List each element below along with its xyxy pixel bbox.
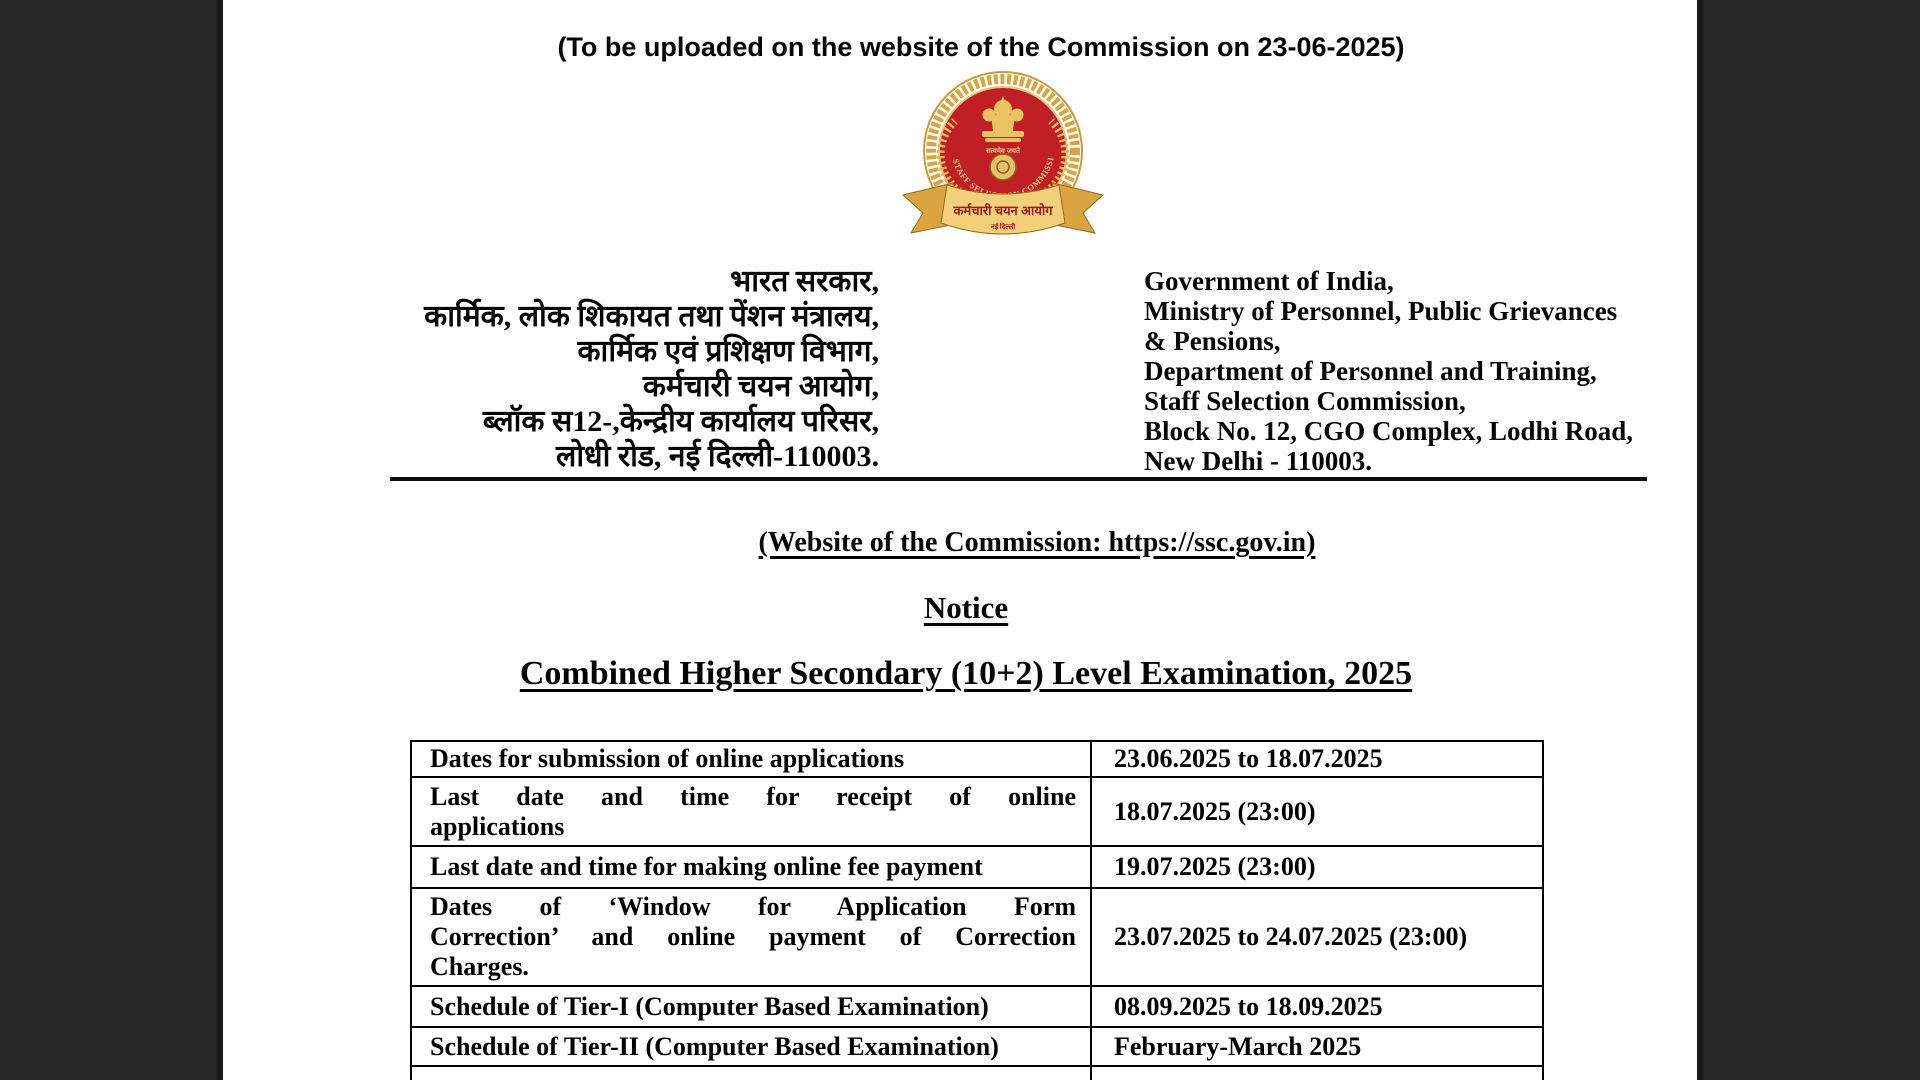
schedule-label-cell xyxy=(410,1065,1092,1080)
table-row: Last date and time for receipt of online… xyxy=(410,776,1544,847)
label-line: Correction’ and online payment of Correc… xyxy=(430,922,1076,951)
ribbon-banner: कर्मचारी चयन आयोग नई दिल्ली xyxy=(901,182,1105,235)
ssc-logo: सत्यमेव जयते STAFF SELECTION COMMISSION … xyxy=(895,63,1105,235)
letterbox-right xyxy=(1697,0,1920,1080)
label-line: Dates of ‘Window for Application Form xyxy=(430,892,1076,921)
table-row: Schedule of Tier-I (Computer Based Exami… xyxy=(410,985,1544,1028)
address-hindi-line: कार्मिक एवं प्रशिक्षण विभाग, xyxy=(577,335,879,368)
schedule-label-cell: Schedule of Tier-I (Computer Based Exami… xyxy=(410,985,1092,1028)
address-english-line: Government of India, xyxy=(1144,266,1394,296)
table-row: Dates for submission of online applicati… xyxy=(410,740,1544,778)
address-english: Government of India, Ministry of Personn… xyxy=(1144,266,1664,476)
label-line: Last date and time for making online fee… xyxy=(430,852,983,881)
address-hindi-line: कार्मिक, लोक शिकायत तथा पेंशन मंत्रालय, xyxy=(424,300,879,333)
address-english-line: Block No. 12, CGO Complex, Lodhi Road, xyxy=(1144,416,1634,446)
schedule-label-cell: Dates for submission of online applicati… xyxy=(410,740,1092,778)
schedule-value-cell: 23.07.2025 to 24.07.2025 (23:00) xyxy=(1090,887,1544,987)
address-english-line: Department of Personnel and Training, xyxy=(1144,356,1597,386)
schedule-value-cell: February-March 2025 xyxy=(1090,1026,1544,1067)
table-row: Dates of ‘Window for Application Form Co… xyxy=(410,887,1544,987)
schedule-label-cell: Last date and time for making online fee… xyxy=(410,845,1092,889)
ribbon-subtext: नई दिल्ली xyxy=(990,222,1017,231)
schedule-table: Dates for submission of online applicati… xyxy=(410,740,1544,1080)
address-hindi-line: कर्मचारी चयन आयोग, xyxy=(642,370,879,403)
schedule-label-cell: Last date and time for receipt of online… xyxy=(410,776,1092,847)
schedule-value-cell xyxy=(1090,1065,1544,1080)
label-line: Dates for submission of online applicati… xyxy=(430,744,905,773)
table-row: Schedule of Tier-II (Computer Based Exam… xyxy=(410,1026,1544,1067)
address-hindi: भारत सरकार, कार्मिक, लोक शिकायत तथा पेंश… xyxy=(279,264,879,474)
letterbox-left xyxy=(0,0,223,1080)
schedule-value-cell: 08.09.2025 to 18.09.2025 xyxy=(1090,985,1544,1028)
address-hindi-line: लोधी रोड, नई दिल्ली-110003. xyxy=(556,440,879,473)
label-line: applications xyxy=(430,811,565,841)
upload-note: (To be uploaded on the website of the Co… xyxy=(557,32,1405,62)
schedule-value-cell: 18.07.2025 (23:00) xyxy=(1090,776,1544,847)
schedule-value-cell: 23.06.2025 to 18.07.2025 xyxy=(1090,740,1544,778)
website-line: (Website of the Commission: https://ssc.… xyxy=(758,527,1316,558)
table-row-partial xyxy=(410,1065,1544,1080)
schedule-label-cell: Dates of ‘Window for Application Form Co… xyxy=(410,887,1092,987)
address-hindi-line: भारत सरकार, xyxy=(730,265,879,298)
ribbon-text: कर्मचारी चयन आयोग xyxy=(952,203,1053,218)
schedule-label-cell: Schedule of Tier-II (Computer Based Exam… xyxy=(410,1026,1092,1067)
address-english-line: Ministry of Personnel, Public Grievances xyxy=(1144,296,1618,326)
medallion-hub xyxy=(996,160,1010,174)
laurel-right-icon xyxy=(1038,118,1070,199)
address-english-line: Staff Selection Commission, xyxy=(1144,386,1466,416)
label-line: Last date and time for receipt of online xyxy=(430,781,1076,811)
label-line: Schedule of Tier-II (Computer Based Exam… xyxy=(430,1031,999,1061)
ashoka-lions-icon xyxy=(982,96,1024,142)
address-english-line: New Delhi - 110003. xyxy=(1144,446,1372,476)
label-line: Schedule of Tier-I (Computer Based Exami… xyxy=(430,991,989,1021)
center-medallion-icon xyxy=(989,153,1017,181)
exam-title: Combined Higher Secondary (10+2) Level E… xyxy=(519,655,1413,692)
schedule-value-cell: 19.07.2025 (23:00) xyxy=(1090,845,1544,889)
label-line: Charges. xyxy=(430,952,529,981)
address-english-line: & Pensions, xyxy=(1144,326,1281,356)
laurel-left-icon xyxy=(936,118,968,199)
logo-motto-text: सत्यमेव जयते xyxy=(985,146,1021,155)
notice-heading: Notice xyxy=(923,590,1009,625)
header-divider-rule xyxy=(390,477,1647,481)
table-row: Last date and time for making online fee… xyxy=(410,845,1544,889)
address-hindi-line: ब्लॉक स12-,केन्द्रीय कार्यालय परिसर, xyxy=(482,405,879,438)
